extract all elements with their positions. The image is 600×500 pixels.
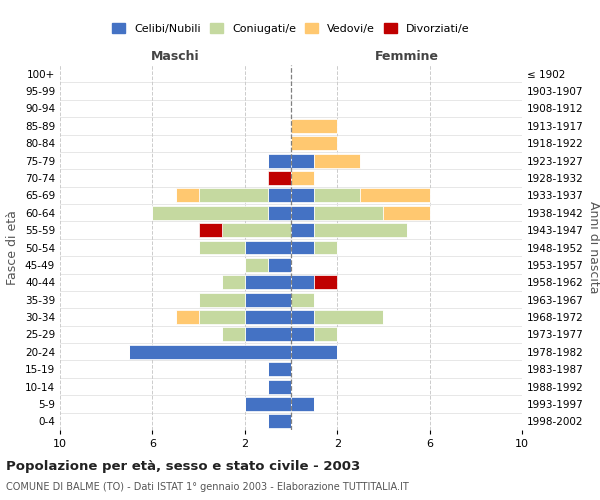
Bar bbox=[291, 206, 314, 220]
Text: Maschi: Maschi bbox=[151, 50, 200, 64]
Bar bbox=[291, 276, 314, 289]
Bar bbox=[245, 397, 291, 411]
Bar bbox=[268, 414, 291, 428]
Bar bbox=[199, 292, 245, 306]
Bar bbox=[268, 362, 291, 376]
Bar bbox=[245, 276, 291, 289]
Bar bbox=[314, 154, 360, 168]
Bar bbox=[268, 380, 291, 394]
Bar bbox=[245, 310, 291, 324]
Bar bbox=[176, 310, 199, 324]
Bar bbox=[268, 188, 291, 202]
Bar bbox=[268, 206, 291, 220]
Bar bbox=[245, 328, 291, 342]
Bar bbox=[291, 136, 337, 150]
Bar bbox=[245, 258, 268, 272]
Legend: Celibi/Nubili, Coniugati/e, Vedovi/e, Divorziati/e: Celibi/Nubili, Coniugati/e, Vedovi/e, Di… bbox=[109, 20, 473, 37]
Bar bbox=[176, 188, 199, 202]
Bar bbox=[222, 223, 291, 237]
Y-axis label: Anni di nascita: Anni di nascita bbox=[587, 201, 600, 294]
Y-axis label: Fasce di età: Fasce di età bbox=[7, 210, 19, 285]
Bar bbox=[291, 397, 314, 411]
Bar bbox=[360, 188, 430, 202]
Bar bbox=[245, 240, 291, 254]
Bar bbox=[268, 171, 291, 185]
Bar bbox=[314, 328, 337, 342]
Bar bbox=[291, 171, 314, 185]
Bar bbox=[291, 292, 314, 306]
Bar bbox=[130, 345, 291, 358]
Bar bbox=[314, 240, 337, 254]
Bar bbox=[152, 206, 268, 220]
Bar bbox=[268, 258, 291, 272]
Bar bbox=[222, 276, 245, 289]
Bar bbox=[245, 292, 291, 306]
Bar bbox=[199, 240, 245, 254]
Bar bbox=[199, 223, 222, 237]
Bar bbox=[291, 154, 314, 168]
Bar bbox=[314, 310, 383, 324]
Text: Popolazione per età, sesso e stato civile - 2003: Popolazione per età, sesso e stato civil… bbox=[6, 460, 360, 473]
Text: Femmine: Femmine bbox=[374, 50, 439, 64]
Bar bbox=[222, 328, 245, 342]
Bar bbox=[291, 119, 337, 133]
Bar bbox=[291, 345, 337, 358]
Bar bbox=[268, 154, 291, 168]
Bar bbox=[314, 206, 383, 220]
Text: COMUNE DI BALME (TO) - Dati ISTAT 1° gennaio 2003 - Elaborazione TUTTITALIA.IT: COMUNE DI BALME (TO) - Dati ISTAT 1° gen… bbox=[6, 482, 409, 492]
Bar bbox=[314, 188, 360, 202]
Bar bbox=[314, 223, 407, 237]
Bar bbox=[291, 310, 314, 324]
Bar bbox=[199, 188, 268, 202]
Bar bbox=[383, 206, 430, 220]
Bar bbox=[314, 276, 337, 289]
Bar bbox=[199, 310, 245, 324]
Bar bbox=[291, 240, 314, 254]
Bar bbox=[291, 223, 314, 237]
Bar bbox=[291, 328, 314, 342]
Bar bbox=[291, 188, 314, 202]
